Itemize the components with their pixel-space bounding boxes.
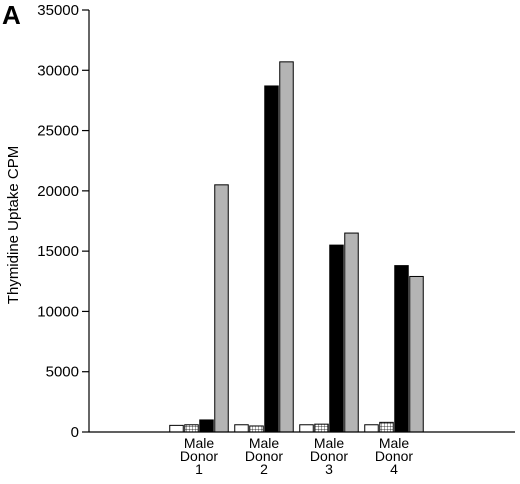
- bars: [169, 61, 424, 433]
- bar-series-2-donor-3: [314, 423, 329, 433]
- y-tick-label: 20000: [37, 183, 79, 200]
- bar-series-3-donor-4: [394, 265, 409, 433]
- y-tick-label: 35000: [37, 2, 79, 19]
- bar-series-3-donor-1: [199, 419, 214, 433]
- category-label: 2: [260, 461, 268, 477]
- y-axis-ticks: 0 5000 10000 15000 20000 25000 30000 35000: [37, 2, 89, 441]
- bar-series-1-donor-4: [364, 424, 379, 433]
- category-label: Male: [379, 435, 410, 451]
- panel-label: A: [2, 0, 21, 30]
- category-label: Male: [314, 435, 345, 451]
- bar-series-2-donor-2: [249, 425, 264, 433]
- bar-series-4-donor-3: [344, 232, 359, 433]
- bar-series-3-donor-3: [329, 244, 344, 433]
- category-label: 3: [325, 461, 333, 477]
- bar-series-1-donor-1: [169, 424, 184, 433]
- category-label: Donor: [310, 448, 348, 464]
- category-label: Donor: [375, 448, 413, 464]
- bar-series-4-donor-4: [409, 275, 424, 433]
- y-tick-label: 30000: [37, 62, 79, 79]
- bar-series-2-donor-1: [184, 424, 199, 433]
- y-tick-label: 5000: [46, 364, 79, 381]
- category-label: Male: [184, 435, 215, 451]
- y-tick-label: 15000: [37, 243, 79, 260]
- bar-series-4-donor-2: [279, 61, 294, 433]
- y-tick-label: 25000: [37, 123, 79, 140]
- bar-series-4-donor-1: [214, 184, 229, 433]
- category-label: 4: [390, 461, 398, 477]
- category-label: Male: [249, 435, 280, 451]
- bar-series-3-donor-2: [264, 85, 279, 433]
- bar-series-1-donor-2: [234, 424, 249, 433]
- bar-series-1-donor-3: [299, 424, 314, 433]
- y-tick-label: 10000: [37, 303, 79, 320]
- category-label: 1: [195, 461, 203, 477]
- bar-series-2-donor-4: [379, 421, 394, 433]
- y-axis-label: Thymidine Uptake CPM: [5, 146, 22, 304]
- y-tick-label: 0: [71, 424, 79, 441]
- category-label: Donor: [180, 448, 218, 464]
- category-label: Donor: [245, 448, 283, 464]
